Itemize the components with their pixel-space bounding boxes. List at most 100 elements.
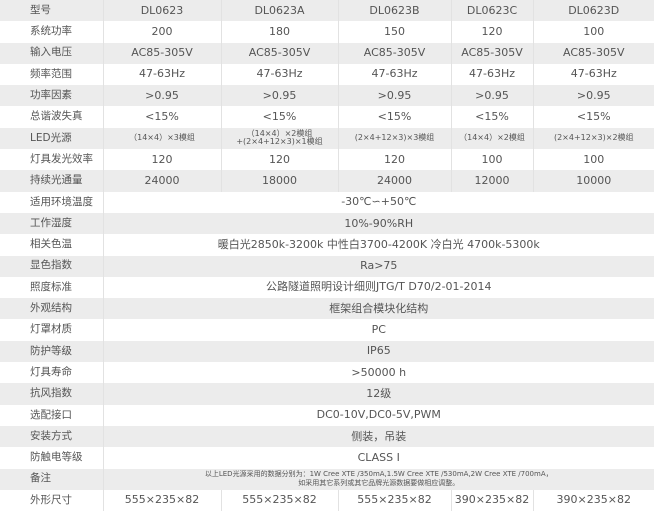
row-label: 灯罩材质 xyxy=(0,319,103,341)
row-label: 持续光通量 xyxy=(0,170,103,192)
row-label: 适用环境温度 xyxy=(0,191,103,213)
value-cell: PC xyxy=(102,319,654,341)
spec-table: 型号 DL0623 DL0623A DL0623B DL0623C DL0623… xyxy=(0,0,654,512)
value-cell: 47-63Hz xyxy=(337,63,451,86)
value-cell: （14×4）×2模组 +(2×4+12×3)×1模组 xyxy=(220,127,338,150)
row-label: 抗风指数 xyxy=(0,383,103,405)
header-row: 型号 DL0623 DL0623A DL0623B DL0623C DL0623… xyxy=(0,0,654,22)
row-label: 备注 xyxy=(0,468,103,490)
value-cell: 150 xyxy=(337,21,451,43)
table-row: 外形尺寸 555×235×82 555×235×82 555×235×82 390×23… xyxy=(0,489,654,512)
value-line: （14×4）×2模组 xyxy=(246,128,313,138)
value-cell: 47-63Hz xyxy=(532,63,654,86)
table-row: 灯罩材质 PC xyxy=(0,319,654,341)
value-cell: >0.95 xyxy=(220,85,338,107)
row-label: 显色指数 xyxy=(0,255,103,277)
value-cell: -30℃∽+50℃ xyxy=(102,191,654,213)
row-label: 工作湿度 xyxy=(0,212,103,235)
value-cell: CLASS Ⅰ xyxy=(102,447,654,469)
table-row: 工作湿度 10%-90%RH xyxy=(0,212,654,235)
value-cell: 180 xyxy=(220,21,338,43)
table-row: 输入电压 AC85-305V AC85-305V AC85-305V AC85-305V… xyxy=(0,42,654,64)
model-cell: DL0623 xyxy=(102,0,221,22)
row-label: 相关色温 xyxy=(0,234,103,256)
row-label: 安装方式 xyxy=(0,425,103,448)
model-cell: DL0623C xyxy=(450,0,533,22)
table-row: 选配接口 DC0-10V,DC0-5V,PWM xyxy=(0,404,654,426)
value-cell: <15% xyxy=(220,106,338,128)
table-row: 抗风指数 12级 xyxy=(0,383,654,405)
table-row: 安装方式 侧装，吊装 xyxy=(0,425,654,448)
value-cell: 120 xyxy=(220,149,338,171)
value-cell: 24000 xyxy=(337,170,451,192)
table-row: 总谐波失真 <15% <15% <15% <15% <15% xyxy=(0,106,654,128)
value-cell: 390×235×82 xyxy=(450,489,533,512)
value-cell: 47-63Hz xyxy=(450,63,533,86)
value-cell: 390×235×82 xyxy=(532,489,654,512)
value-cell: 10000 xyxy=(532,170,654,192)
value-cell: AC85-305V xyxy=(102,42,221,64)
row-label: 输入电压 xyxy=(0,42,103,64)
value-cell: >0.95 xyxy=(450,85,533,107)
value-cell: 100 xyxy=(532,149,654,171)
value-cell: 555×235×82 xyxy=(220,489,338,512)
table-row: 备注 以上LED光源采用的数据分别为：1W Cree XTE /350mA,1.5… xyxy=(0,468,654,490)
value-cell: >0.95 xyxy=(337,85,451,107)
row-label: 频率范围 xyxy=(0,63,103,86)
row-label: 功率因素 xyxy=(0,85,103,107)
value-cell: 10%-90%RH xyxy=(102,212,654,235)
model-cell: DL0623B xyxy=(337,0,451,22)
table-row: 频率范围 47-63Hz 47-63Hz 47-63Hz 47-63Hz 47-63Hz xyxy=(0,63,654,86)
table-row: LED光源 （14×4）×3模组 （14×4）×2模组 +(2×4+12×3)×1模组… xyxy=(0,127,654,150)
value-cell: 47-63Hz xyxy=(102,63,221,86)
table-row: 适用环境温度 -30℃∽+50℃ xyxy=(0,191,654,213)
row-label: 外形尺寸 xyxy=(0,489,103,512)
row-label: LED光源 xyxy=(0,127,103,150)
row-label: 照度标准 xyxy=(0,276,103,299)
value-cell: >0.95 xyxy=(532,85,654,107)
value-cell: 12级 xyxy=(102,383,654,405)
table-row: 防触电等级 CLASS Ⅰ xyxy=(0,447,654,469)
value-cell: 100 xyxy=(450,149,533,171)
value-cell: 120 xyxy=(450,21,533,43)
value-cell: 24000 xyxy=(102,170,221,192)
row-label: 灯具发光效率 xyxy=(0,149,103,171)
value-cell: <15% xyxy=(337,106,451,128)
value-cell: （14×4）×3模组 xyxy=(102,127,221,150)
value-cell: 200 xyxy=(102,21,221,43)
value-cell: 公路隧道照明设计细则JTG/T D70/2-01-2014 xyxy=(102,276,654,299)
row-label: 系统功率 xyxy=(0,21,103,43)
value-cell: 555×235×82 xyxy=(337,489,451,512)
value-cell: >50000 h xyxy=(102,362,654,384)
value-cell: (2×4+12×3)×2模组 xyxy=(532,127,654,150)
value-line: +(2×4+12×3)×1模组 xyxy=(236,137,323,147)
value-cell: (2×4+12×3)×3模组 xyxy=(337,127,451,150)
value-cell: 120 xyxy=(337,149,451,171)
table-row: 灯具发光效率 120 120 120 100 100 xyxy=(0,149,654,171)
row-label: 型号 xyxy=(0,0,103,22)
table-row: 防护等级 IP65 xyxy=(0,340,654,363)
table-row: 外观结构 框架组合模块化结构 xyxy=(0,298,654,320)
table-row: 显色指数 Ra>75 xyxy=(0,255,654,277)
table-row: 灯具寿命 >50000 h xyxy=(0,362,654,384)
table-row: 系统功率 200 180 150 120 100 xyxy=(0,21,654,43)
table-row: 持续光通量 24000 18000 24000 12000 10000 xyxy=(0,170,654,192)
value-cell: AC85-305V xyxy=(337,42,451,64)
model-cell: DL0623D xyxy=(532,0,654,22)
value-cell: AC85-305V xyxy=(532,42,654,64)
table-row: 照度标准 公路隧道照明设计细则JTG/T D70/2-01-2014 xyxy=(0,276,654,299)
value-cell: 框架组合模块化结构 xyxy=(102,298,654,320)
value-cell: AC85-305V xyxy=(220,42,338,64)
table-row: 功率因素 >0.95 >0.95 >0.95 >0.95 >0.95 xyxy=(0,85,654,107)
row-label: 防触电等级 xyxy=(0,447,103,469)
value-cell: <15% xyxy=(102,106,221,128)
value-cell: <15% xyxy=(532,106,654,128)
table-row: 相关色温 暖白光2850k-3200k 中性白3700-4200K 冷白光 470… xyxy=(0,234,654,256)
value-cell: <15% xyxy=(450,106,533,128)
value-cell: 暖白光2850k-3200k 中性白3700-4200K 冷白光 4700k-5… xyxy=(102,234,654,256)
value-cell: >0.95 xyxy=(102,85,221,107)
value-cell: DC0-10V,DC0-5V,PWM xyxy=(102,404,654,426)
row-label: 外观结构 xyxy=(0,298,103,320)
value-cell: 100 xyxy=(532,21,654,43)
value-cell: （14×4）×2模组 xyxy=(450,127,533,150)
